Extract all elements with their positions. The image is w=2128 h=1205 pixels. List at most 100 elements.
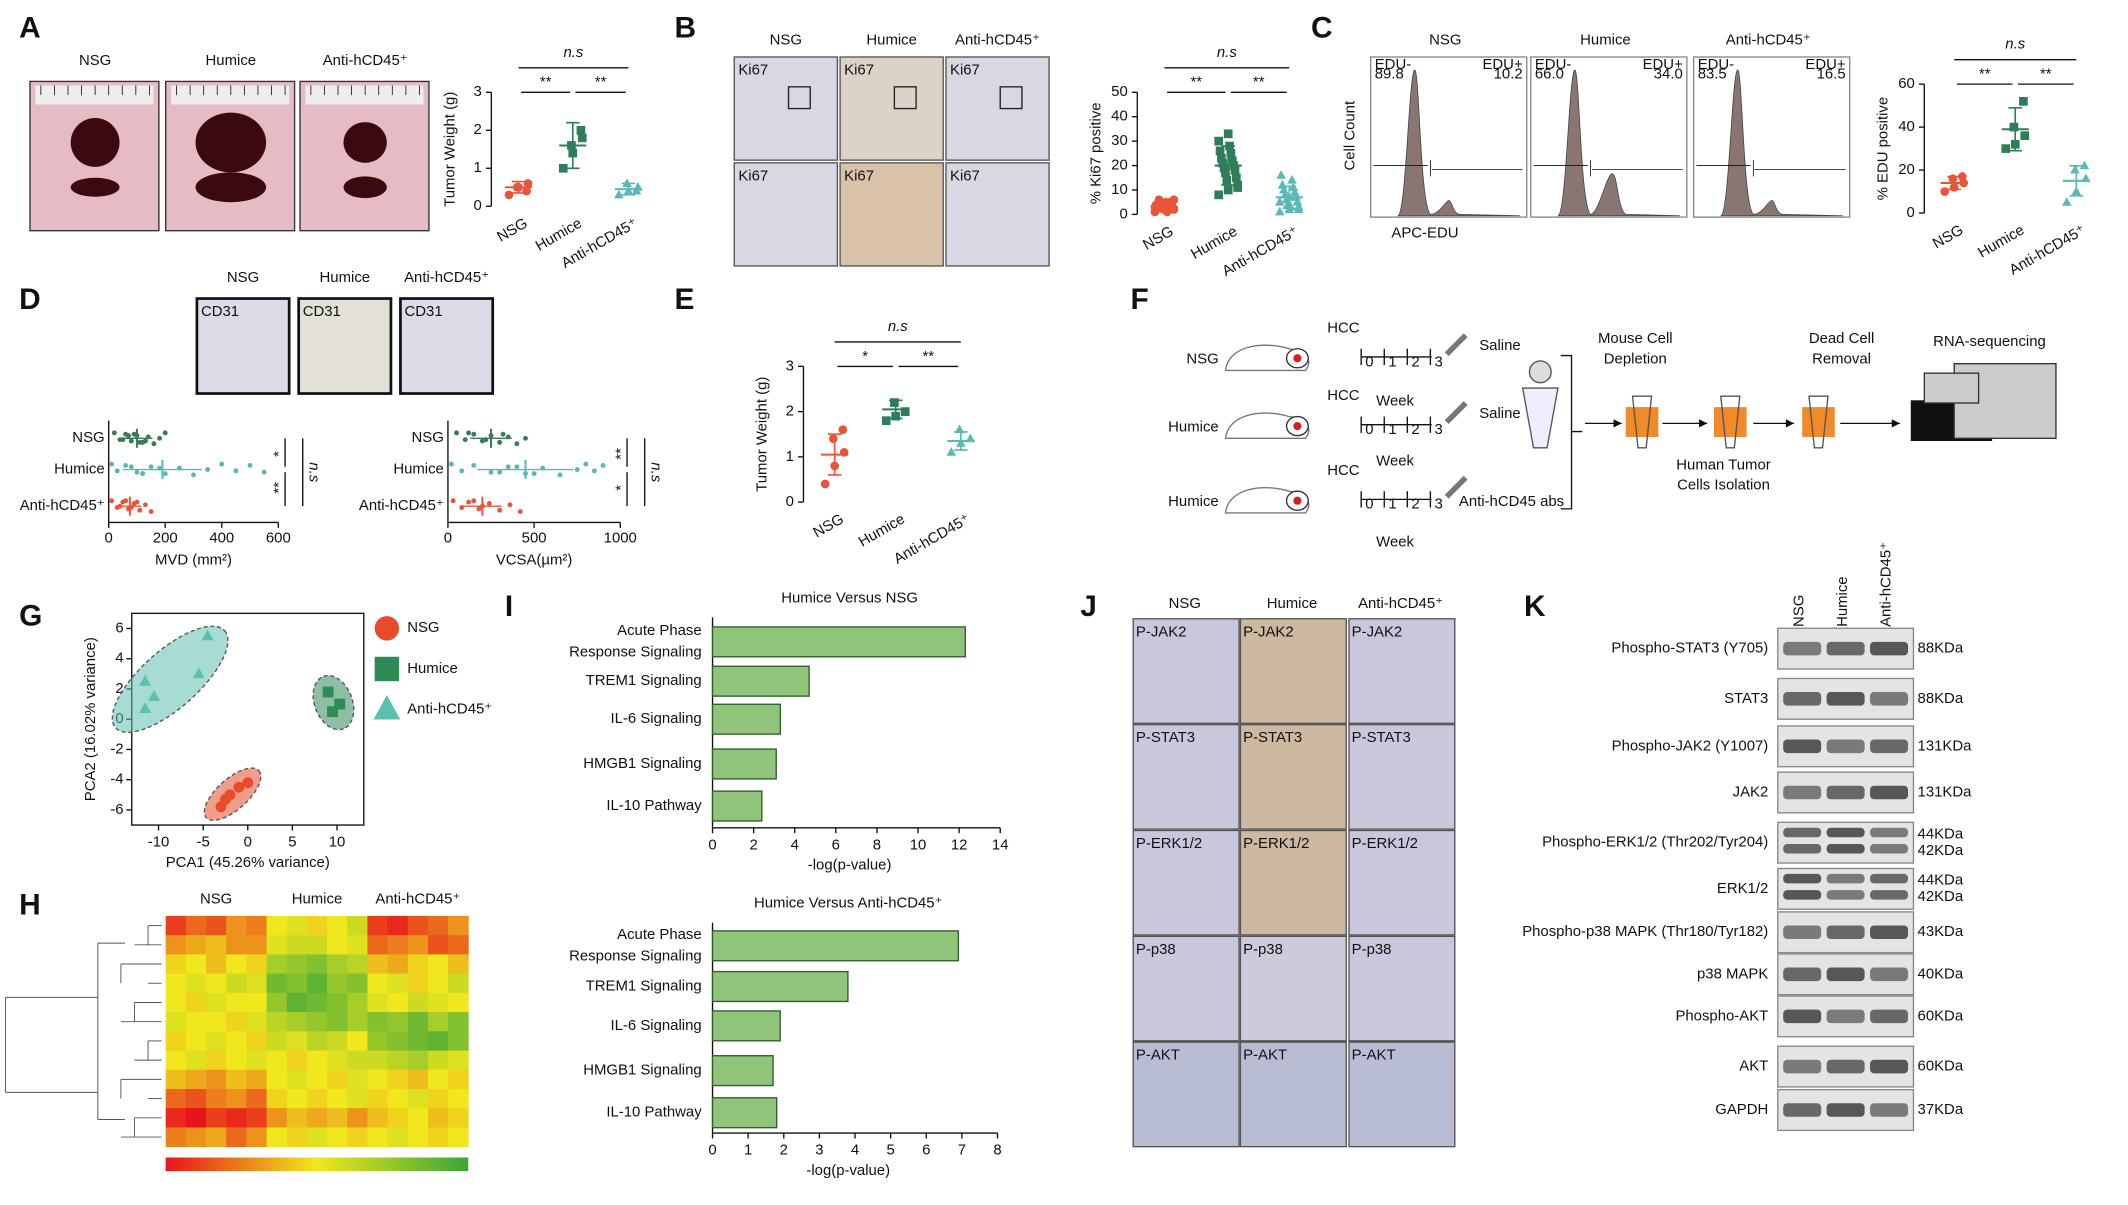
point bbox=[828, 434, 838, 444]
point bbox=[233, 468, 239, 474]
stain-label: P-ERK1/2 bbox=[1136, 835, 1202, 852]
stain-label: P-p38 bbox=[1243, 941, 1283, 958]
point bbox=[1279, 184, 1289, 194]
point bbox=[128, 464, 134, 470]
point bbox=[488, 469, 494, 475]
heat-cell bbox=[448, 935, 469, 955]
lane-label: NSG bbox=[1790, 595, 1807, 627]
band bbox=[1826, 890, 1865, 900]
heat-cell bbox=[206, 935, 227, 955]
heat-cell bbox=[226, 1050, 247, 1071]
photo-label: Humice bbox=[206, 52, 257, 69]
size-label: 42KDa bbox=[1918, 888, 1964, 905]
point bbox=[1223, 185, 1233, 195]
x-tick-label: 5 bbox=[886, 1142, 894, 1159]
y-tick-label: Anti-hCD45⁺ bbox=[359, 497, 444, 514]
band bbox=[1783, 692, 1822, 706]
y-tick-label: 0 bbox=[1119, 205, 1127, 222]
heat-cell bbox=[427, 1050, 449, 1071]
size-label: 131KDa bbox=[1918, 783, 1973, 800]
heat-cell bbox=[286, 915, 308, 936]
column-label: Humice bbox=[292, 891, 343, 908]
heat-cell bbox=[185, 915, 207, 936]
point bbox=[450, 498, 456, 504]
point bbox=[514, 464, 520, 470]
heat-cell bbox=[246, 1127, 267, 1148]
annotation: ** bbox=[613, 448, 630, 460]
point bbox=[242, 777, 254, 789]
y-tick-label: -2 bbox=[110, 740, 123, 757]
point bbox=[1277, 179, 1288, 189]
point bbox=[334, 698, 346, 710]
ihc-tile bbox=[1348, 829, 1456, 936]
point bbox=[838, 425, 848, 435]
heat-cell bbox=[206, 1012, 227, 1032]
sequencer bbox=[1923, 372, 1980, 404]
heat-cell bbox=[367, 1069, 388, 1090]
point bbox=[151, 441, 157, 447]
week-tick: 0 bbox=[1365, 353, 1373, 370]
y-tick-label: 2 bbox=[786, 403, 794, 420]
heat-cell bbox=[306, 1127, 328, 1148]
point bbox=[574, 467, 580, 472]
error-bar bbox=[1157, 201, 1172, 213]
week-label: Week bbox=[1376, 452, 1414, 469]
error-bar bbox=[2069, 164, 2084, 197]
x-tick-label: NSG bbox=[810, 511, 846, 542]
heat-cell bbox=[327, 1069, 348, 1090]
stain-label: Ki67 bbox=[950, 167, 980, 184]
y-tick-label: 40 bbox=[1111, 108, 1128, 125]
point bbox=[205, 467, 211, 472]
heat-cell bbox=[246, 973, 267, 994]
annotation: ** bbox=[1979, 66, 1991, 83]
gate-value: 16.5 bbox=[1817, 66, 1846, 83]
panel-letter: K bbox=[1524, 590, 1546, 623]
annotation: ** bbox=[540, 74, 552, 91]
heat-cell bbox=[266, 1108, 288, 1128]
point bbox=[507, 502, 513, 508]
y-tick-label: TREM1 Signaling bbox=[586, 672, 702, 689]
y-tick-label: Acute Phase bbox=[617, 622, 702, 639]
point bbox=[881, 416, 891, 426]
heat-cell bbox=[206, 954, 227, 975]
week-tick: 3 bbox=[1434, 496, 1442, 513]
heat-cell bbox=[327, 954, 348, 975]
point bbox=[500, 431, 506, 437]
point bbox=[1217, 153, 1226, 163]
gate-label: EDU- bbox=[1698, 56, 1734, 73]
step-label: Human Tumor bbox=[1676, 456, 1770, 473]
y-tick-label: IL-6 Signaling bbox=[611, 710, 702, 727]
panel-letter: E bbox=[675, 283, 695, 316]
band bbox=[1826, 827, 1865, 838]
histogram bbox=[1397, 70, 1520, 217]
heat-cell bbox=[246, 1108, 267, 1128]
point bbox=[327, 706, 338, 718]
size-label: 37KDa bbox=[1918, 1101, 1964, 1118]
band bbox=[1870, 967, 1909, 982]
lane-label: Humice bbox=[1834, 576, 1851, 627]
stain-label: P-STAT3 bbox=[1136, 729, 1195, 746]
heat-cell bbox=[347, 973, 368, 994]
size-label: 44KDa bbox=[1918, 872, 1964, 889]
point bbox=[631, 185, 642, 195]
week-tick: 2 bbox=[1411, 353, 1419, 370]
ihc-tile bbox=[1239, 723, 1347, 830]
point bbox=[1293, 204, 1304, 213]
gate-label: EDU+ bbox=[1805, 56, 1845, 73]
dendrogram bbox=[5, 942, 125, 1120]
heat-cell bbox=[206, 973, 227, 994]
heat-cell bbox=[226, 935, 247, 955]
ihc-tile bbox=[839, 56, 944, 161]
heat-cell bbox=[427, 935, 449, 955]
point bbox=[219, 461, 225, 467]
point bbox=[890, 398, 899, 407]
gate-label: EDU+ bbox=[1482, 56, 1522, 73]
annotation: ** bbox=[1253, 74, 1265, 91]
syringe bbox=[1444, 333, 1468, 357]
protein-label: AKT bbox=[1739, 1058, 1768, 1075]
x-tick-label: 1000 bbox=[604, 530, 637, 547]
heat-cell bbox=[266, 973, 288, 994]
heat-cell bbox=[367, 935, 388, 955]
heat-cell bbox=[407, 1012, 429, 1032]
